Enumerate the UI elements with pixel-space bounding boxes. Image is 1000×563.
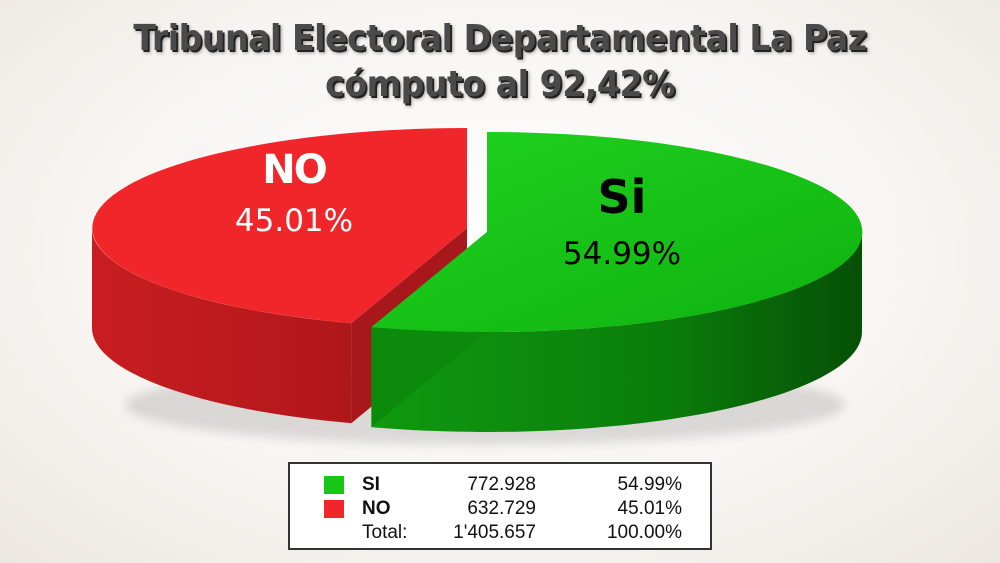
legend-row-no: NO 632.729 45.01% (290, 498, 710, 522)
legend-percent-no: 45.01% (617, 498, 682, 519)
legend-swatch-no (324, 500, 344, 518)
chart-title-line2: cómputo al 92,42% (325, 64, 675, 105)
chart-legend: SI 772.928 54.99% NO 632.729 45.01% Tota… (288, 462, 712, 550)
legend-total-label: Total: (362, 522, 408, 543)
legend-count-si: 772.928 (467, 474, 536, 495)
legend-total-count: 1'405.657 (453, 522, 536, 543)
slice-label-no: NO (262, 147, 325, 193)
legend-label-no: NO (362, 498, 391, 519)
pie-slice-si (371, 131, 863, 432)
legend-swatch-si (324, 476, 344, 494)
legend-total-percent: 100.00% (606, 522, 682, 543)
legend-label-si: SI (362, 474, 380, 495)
slice-percent-no: 45.01% (235, 203, 353, 239)
slice-percent-si: 54.99% (563, 236, 681, 272)
legend-row-si: SI 772.928 54.99% (290, 474, 710, 498)
legend-row-total: Total: 1'405.657 100.00% (290, 522, 710, 546)
chart-title-line1: Tribunal Electoral Departamental La Paz (133, 18, 867, 59)
legend-percent-si: 54.99% (617, 474, 682, 495)
legend-count-no: 632.729 (467, 498, 536, 519)
slice-label-si: Si (598, 170, 647, 224)
